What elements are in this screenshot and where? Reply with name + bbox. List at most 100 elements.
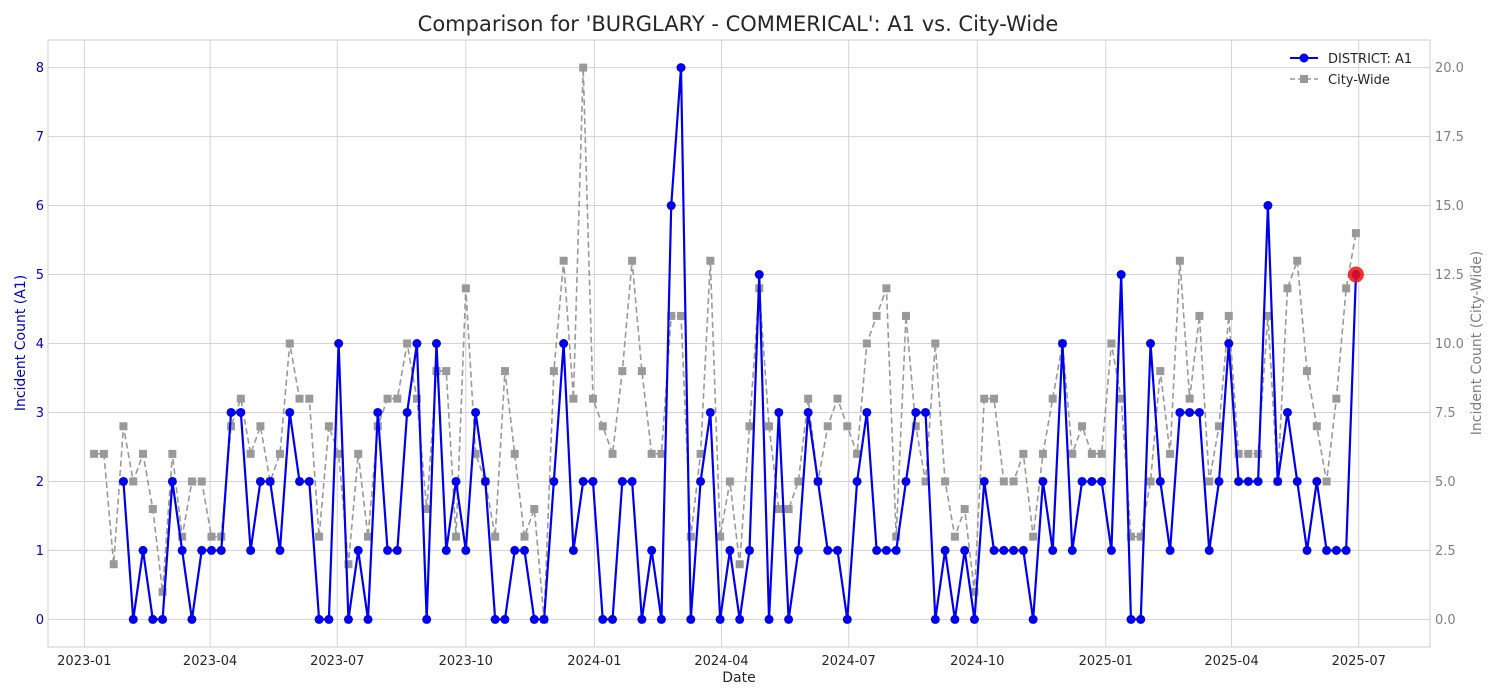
district-a1-point	[901, 476, 911, 486]
city-wide-point	[1332, 394, 1341, 403]
city-wide-point	[696, 449, 705, 458]
district-a1-point	[1077, 476, 1087, 486]
city-wide-point	[246, 449, 255, 458]
city-wide-point	[1293, 256, 1302, 265]
x-tick-label: 2024-07	[822, 654, 876, 669]
highlight	[1347, 266, 1364, 283]
district-a1-point	[1292, 476, 1302, 486]
district-a1-point	[627, 476, 637, 486]
district-a1-point	[979, 476, 989, 486]
city-wide-point	[1029, 532, 1038, 541]
legend-district-label: DISTRICT: A1	[1328, 52, 1412, 67]
city-wide-point	[1185, 394, 1194, 403]
city-wide-point	[745, 422, 754, 431]
district-a1-point	[539, 614, 549, 624]
city-wide-point	[1087, 449, 1096, 458]
city-wide-point	[99, 449, 108, 458]
legend-district-marker	[1299, 53, 1309, 63]
district-a1-point	[764, 614, 774, 624]
district-a1-point	[803, 407, 813, 417]
district-a1-point	[1341, 545, 1351, 555]
district-a1-point	[1126, 614, 1136, 624]
city-wide-point	[941, 477, 950, 486]
district-a1-point	[1204, 545, 1214, 555]
district-a1-point	[735, 614, 745, 624]
city-wide-point	[1205, 477, 1214, 486]
left-y-tick-label: 7	[36, 130, 44, 145]
city-wide-point	[950, 532, 959, 541]
city-wide-point	[794, 477, 803, 486]
district-a1-point	[823, 545, 833, 555]
x-tick-label: 2023-04	[183, 654, 237, 669]
city-wide-point	[285, 339, 294, 348]
city-wide-point	[647, 449, 656, 458]
city-wide-point	[178, 532, 187, 541]
district-a1-point	[216, 545, 226, 555]
city-wide-point	[892, 532, 901, 541]
city-wide-point	[549, 367, 558, 376]
district-a1-point	[774, 407, 784, 417]
left-y-tick-label: 3	[36, 406, 44, 421]
city-wide-point	[207, 532, 216, 541]
district-a1-point	[1116, 270, 1126, 280]
legend: DISTRICT: A1 City-Wide	[1290, 52, 1412, 88]
district-a1-point	[1263, 201, 1273, 211]
city-wide-point	[1322, 477, 1331, 486]
district-a1-point	[969, 614, 979, 624]
left-y-tick-label: 2	[36, 475, 44, 490]
left-y-tick-label: 0	[36, 613, 44, 628]
x-axis-label: Date	[722, 670, 755, 686]
district-a1-point	[343, 614, 353, 624]
district-a1-point	[911, 407, 921, 417]
district-a1-point	[1214, 476, 1224, 486]
district-a1-point	[588, 476, 598, 486]
district-a1-point	[1185, 407, 1195, 417]
left-y-axis-ticks: 0 1 2 3 4 5 6 7 8	[36, 61, 44, 628]
city-wide-point	[735, 560, 744, 569]
right-y-tick-label: 7.5	[1435, 406, 1456, 421]
left-y-tick-label: 1	[36, 544, 44, 559]
district-a1-point	[510, 545, 520, 555]
district-a1-point	[715, 614, 725, 624]
district-a1-point	[1087, 476, 1097, 486]
city-wide-point	[1195, 311, 1204, 320]
city-wide-point	[608, 449, 617, 458]
x-tick-label: 2025-07	[1332, 654, 1386, 669]
city-wide-point	[569, 394, 578, 403]
city-wide-point	[960, 505, 969, 514]
city-wide-point	[970, 587, 979, 596]
city-wide-point	[765, 422, 774, 431]
district-a1-point	[1322, 545, 1332, 555]
x-tick-label: 2023-01	[57, 654, 111, 669]
district-a1-point	[1067, 545, 1077, 555]
district-a1-point	[862, 407, 872, 417]
city-wide-point	[236, 394, 245, 403]
district-a1-point	[1331, 545, 1341, 555]
district-a1-point	[324, 614, 334, 624]
city-wide-point	[1078, 422, 1087, 431]
district-a1-point	[314, 614, 324, 624]
district-a1-point	[128, 614, 138, 624]
city-wide-point	[1351, 229, 1360, 238]
district-a1-point	[568, 545, 578, 555]
city-wide-point	[1136, 532, 1145, 541]
district-a1-point	[940, 545, 950, 555]
district-a1-point	[696, 476, 706, 486]
city-wide-line	[94, 66, 1357, 621]
city-wide-point	[804, 394, 813, 403]
left-y-tick-label: 6	[36, 199, 44, 214]
district-a1-point	[197, 545, 207, 555]
district-a1-point	[921, 407, 931, 417]
district-a1-point	[1028, 614, 1038, 624]
district-a1-point	[1175, 407, 1185, 417]
city-wide-point	[422, 505, 431, 514]
district-a1-point	[167, 476, 177, 486]
district-a1-point	[617, 476, 627, 486]
city-wide-point	[1068, 449, 1077, 458]
city-wide-point	[1175, 256, 1184, 265]
plot-frame	[47, 39, 1431, 648]
city-wide-point	[109, 560, 118, 569]
x-tick-label: 2024-10	[950, 654, 1004, 669]
district-a1-point	[1273, 476, 1283, 486]
city-wide-point	[1303, 367, 1312, 376]
